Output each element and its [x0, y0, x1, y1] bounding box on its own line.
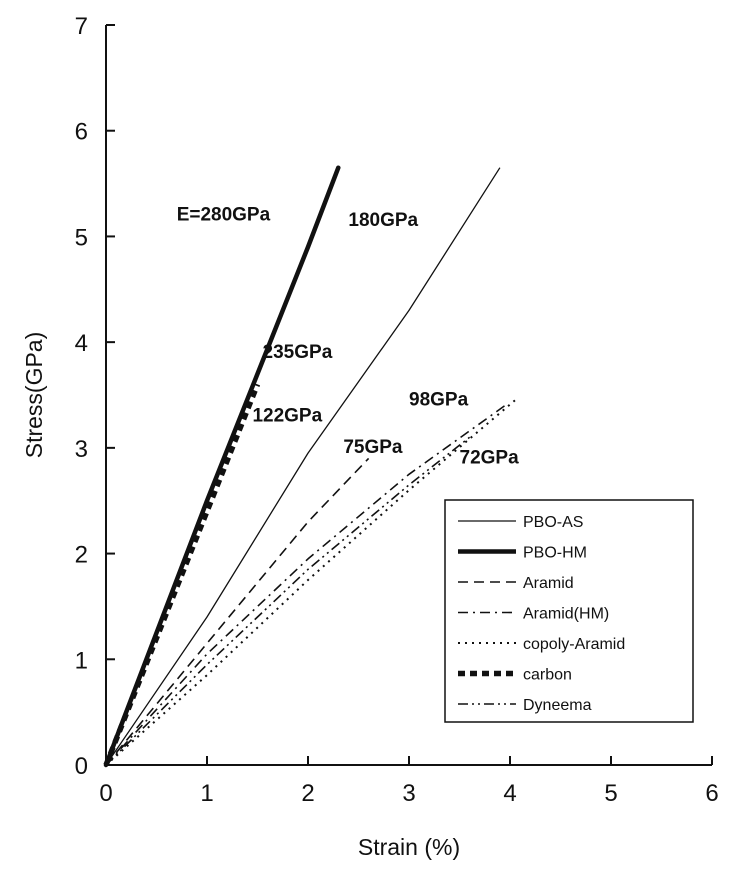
- x-tick-label: 0: [99, 780, 112, 807]
- modulus-label: 235GPa: [263, 342, 333, 363]
- modulus-label: E=280GPa: [177, 205, 271, 226]
- legend-label: carbon: [523, 667, 572, 684]
- series-line-aramid: [105, 457, 370, 766]
- x-tick-label: 5: [604, 780, 617, 807]
- y-tick-label: 7: [75, 13, 88, 40]
- y-tick-label: 4: [75, 330, 88, 357]
- y-tick-label: 3: [75, 436, 88, 463]
- x-tick-label: 6: [705, 780, 718, 807]
- modulus-label: 72GPa: [460, 448, 520, 469]
- legend-label: Aramid: [523, 575, 574, 592]
- legend-label: copoly-Aramid: [523, 636, 625, 653]
- y-tick-label: 6: [75, 119, 88, 146]
- modulus-label: 75GPa: [343, 437, 403, 458]
- modulus-label: 122GPa: [252, 405, 322, 426]
- legend: PBO-AS PBO-HM Aramid Aramid(HM) copoly-Arami…: [444, 499, 694, 723]
- x-tick-label: 3: [402, 780, 415, 807]
- axis-ticks: 0 1 2 3 4 5 6 0 1 2 3 4 5 6 7: [75, 13, 719, 807]
- legend-label: PBO-AS: [523, 514, 583, 531]
- y-axis-title: Stress(GPa): [21, 332, 47, 459]
- series-line-aramid-hm: [105, 404, 506, 766]
- series-line-copoly-aramid: [105, 399, 516, 766]
- annotation-layer: E=280GPa 180GPa 235GPa 122GPa 98GPa 75GPa 72GP…: [177, 205, 519, 469]
- legend-label: Aramid(HM): [523, 606, 609, 623]
- x-axis-title: Strain (%): [358, 834, 460, 860]
- x-tick-label: 4: [503, 780, 516, 807]
- legend-label: Dyneema: [523, 697, 592, 714]
- y-tick-label: 2: [75, 542, 88, 569]
- modulus-label: 98GPa: [409, 390, 469, 411]
- series-line-carbon: [103, 383, 261, 767]
- series-layer: [103, 165, 516, 768]
- series-line-pbo-as: [105, 167, 501, 766]
- y-tick-label: 1: [75, 647, 88, 674]
- legend-label: PBO-HM: [523, 545, 587, 562]
- x-tick-label: 2: [301, 780, 314, 807]
- series-line-dyneema: [105, 436, 471, 766]
- series-line-pbo-hm: [103, 165, 341, 768]
- y-tick-label: 0: [75, 753, 88, 780]
- legend-box: [444, 499, 694, 723]
- modulus-label: 180GPa: [348, 210, 418, 231]
- x-tick-label: 1: [200, 780, 213, 807]
- y-tick-label: 5: [75, 224, 88, 251]
